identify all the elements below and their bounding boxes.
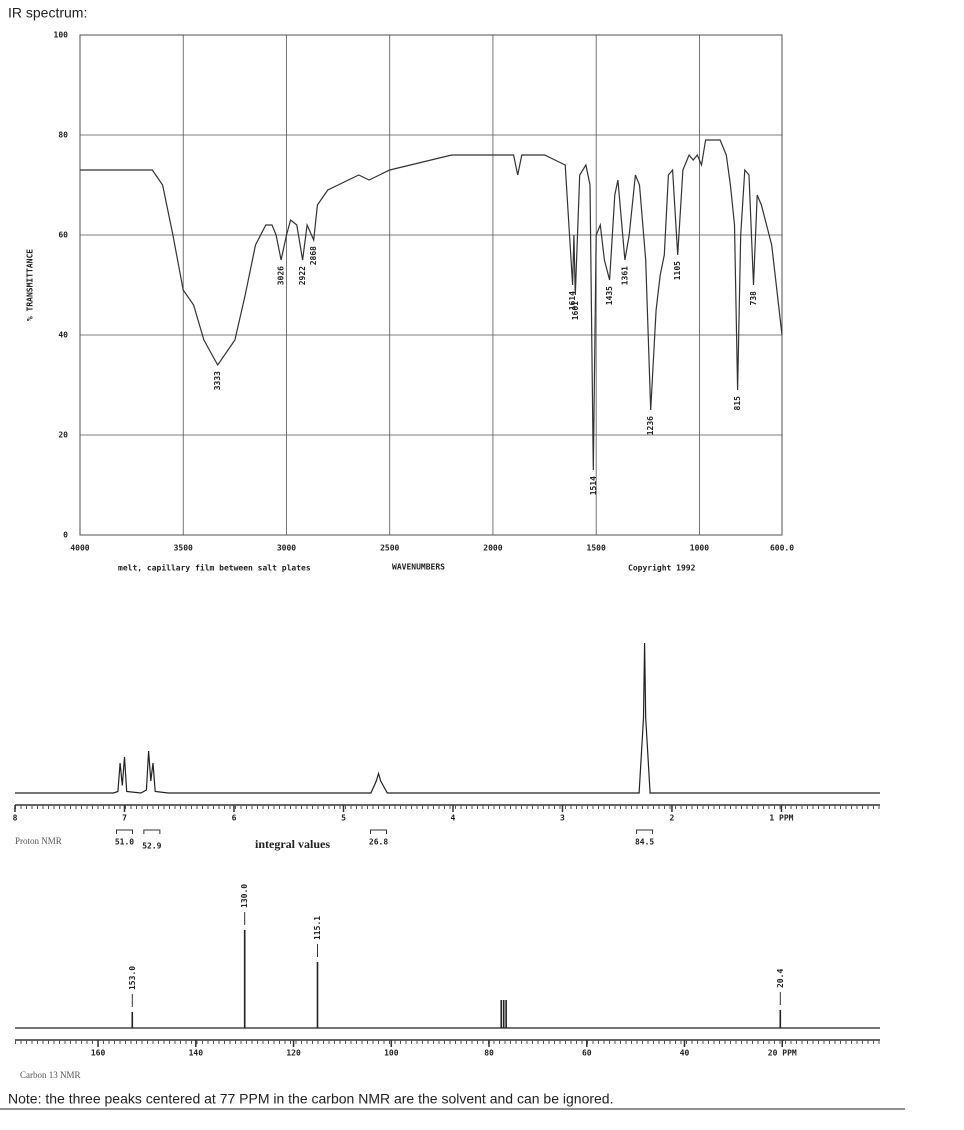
x-tick-label: 2 xyxy=(670,814,675,823)
integral-value: 51.0 xyxy=(115,838,134,847)
peak-label: 3026 xyxy=(277,266,286,285)
peak-label: 115.1 xyxy=(313,916,322,940)
y-tick-label: 80 xyxy=(58,131,68,140)
x-tick-label: 3 xyxy=(560,814,565,823)
x-tick-label: 5 xyxy=(341,814,346,823)
peak-label: 1514 xyxy=(589,476,598,495)
chart-title: Proton NMR xyxy=(15,836,62,846)
peak-label: 1601 xyxy=(571,301,580,320)
y-tick-label: 20 xyxy=(58,431,68,440)
peak-label: 1105 xyxy=(673,261,682,280)
x-tick-label: 140 xyxy=(189,1049,204,1058)
peak-label: 2868 xyxy=(309,246,318,265)
integral-value: 84.5 xyxy=(635,838,654,847)
y-tick-label: 40 xyxy=(58,331,68,340)
spectrum-line xyxy=(15,642,880,794)
spectrum-line xyxy=(80,139,783,471)
x-tick-label: 7 xyxy=(122,814,127,823)
peak-label: 1614 xyxy=(568,291,577,310)
x-tick-label: 4000 xyxy=(70,544,89,553)
footnote: melt, capillary film between salt plates xyxy=(118,563,311,573)
peak-label: 153.0 xyxy=(128,966,137,990)
y-axis-label: % TRANSMITTANCE xyxy=(26,249,35,321)
integrals-label: integral values xyxy=(255,837,330,851)
peak-label: 738 xyxy=(749,291,758,306)
plot-frame xyxy=(79,34,783,536)
peak-label: 2922 xyxy=(298,266,307,285)
footnote: Copyright 1992 xyxy=(628,563,696,573)
peak-label: 3333 xyxy=(213,371,222,390)
x-tick-label: 4 xyxy=(451,814,456,823)
x-tick-label: 1 PPM xyxy=(769,814,793,823)
x-tick-label: 100 xyxy=(384,1049,399,1058)
chart-title: Carbon 13 NMR xyxy=(20,1070,81,1080)
x-tick-label: 120 xyxy=(286,1049,301,1058)
x-tick-label: 600.0 xyxy=(770,544,794,553)
integral-bracket xyxy=(143,829,161,834)
x-tick-label: 8 xyxy=(13,814,18,823)
x-tick-label: 6 xyxy=(232,814,237,823)
integral-value: 52.9 xyxy=(142,842,161,851)
peak-label: 1361 xyxy=(620,266,629,285)
x-tick-label: 20 PPM xyxy=(768,1049,797,1058)
y-tick-label: 60 xyxy=(58,231,68,240)
x-tick-label: 1000 xyxy=(690,544,709,553)
y-tick-label: 100 xyxy=(54,31,69,40)
note: Note: the three peaks centered at 77 PPM… xyxy=(8,1091,613,1107)
x-axis-label: WAVENUMBERS xyxy=(392,563,445,572)
x-tick-label: 1500 xyxy=(587,544,606,553)
x-tick-label: 160 xyxy=(91,1049,106,1058)
integral-bracket xyxy=(636,829,654,834)
peak-label: 130.0 xyxy=(240,884,249,908)
x-tick-label: 3000 xyxy=(277,544,296,553)
peak-label: 1435 xyxy=(605,286,614,305)
x-tick-label: 2500 xyxy=(380,544,399,553)
x-tick-label: 3500 xyxy=(174,544,193,553)
peak-label: 1236 xyxy=(646,416,655,435)
peak-label: 815 xyxy=(733,396,742,411)
integral-bracket xyxy=(370,829,388,834)
x-tick-label: 60 xyxy=(582,1049,592,1058)
integral-bracket xyxy=(115,829,133,834)
y-tick-label: 0 xyxy=(63,531,68,540)
x-tick-label: 80 xyxy=(484,1049,494,1058)
x-tick-label: 40 xyxy=(680,1049,690,1058)
integral-value: 26.8 xyxy=(369,838,388,847)
peak-label: 20.4 xyxy=(776,969,785,988)
x-tick-label: 2000 xyxy=(483,544,502,553)
chart-title: IR spectrum: xyxy=(8,5,87,21)
